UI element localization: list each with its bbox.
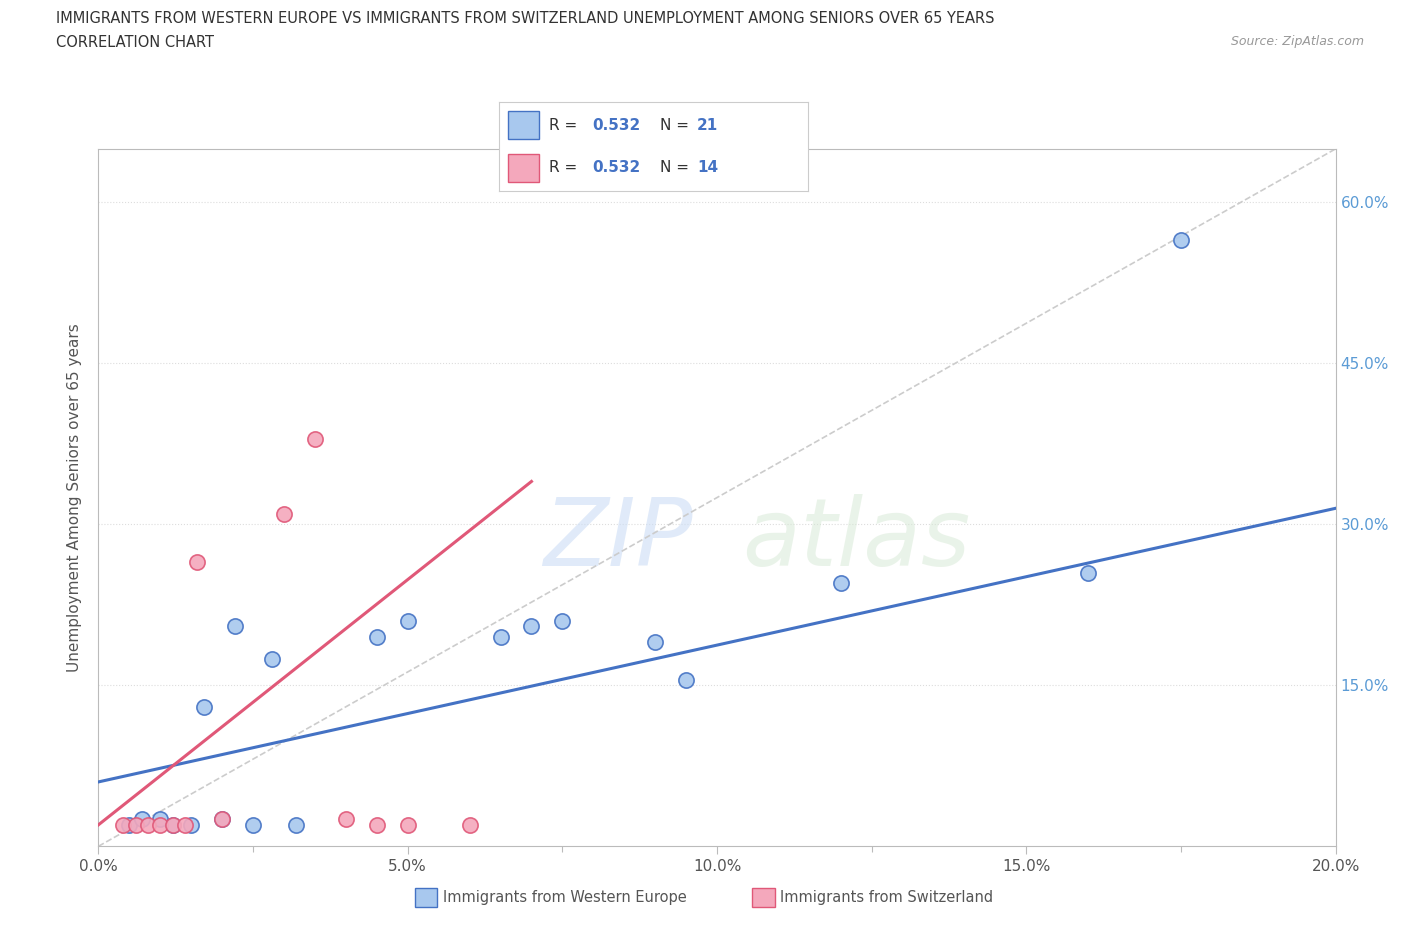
FancyBboxPatch shape [509,153,540,182]
Point [180,817,202,832]
Y-axis label: Unemployment Among Seniors over 65 years: Unemployment Among Seniors over 65 years [67,324,83,672]
Text: 0.532: 0.532 [592,160,640,175]
Point [186,554,208,569]
Point [675,672,697,687]
Point [366,630,388,644]
Text: Immigrants from Western Europe: Immigrants from Western Europe [443,890,686,905]
Point [830,576,852,591]
Point [149,812,172,827]
Point [273,506,295,521]
Point [458,817,481,832]
Text: IMMIGRANTS FROM WESTERN EUROPE VS IMMIGRANTS FROM SWITZERLAND UNEMPLOYMENT AMONG: IMMIGRANTS FROM WESTERN EUROPE VS IMMIGR… [56,11,994,26]
Point [304,432,326,446]
Text: R =: R = [548,118,582,133]
Text: R =: R = [548,160,582,175]
Point [149,817,172,832]
Point [335,812,357,827]
Text: CORRELATION CHART: CORRELATION CHART [56,35,214,50]
Point [112,817,135,832]
Point [211,812,233,827]
Point [211,812,233,827]
Point [118,817,141,832]
Text: 21: 21 [697,118,718,133]
Point [1170,232,1192,247]
Point [124,817,146,832]
Text: 0.532: 0.532 [592,118,640,133]
Point [551,614,574,629]
FancyBboxPatch shape [509,112,540,140]
Point [366,817,388,832]
Point [644,635,666,650]
Text: N =: N = [659,118,693,133]
Point [520,618,543,633]
Text: atlas: atlas [742,494,970,585]
Point [136,817,159,832]
Point [285,817,308,832]
Point [162,817,184,832]
Text: Source: ZipAtlas.com: Source: ZipAtlas.com [1230,35,1364,48]
Text: N =: N = [659,160,693,175]
Point [224,618,246,633]
Point [242,817,264,832]
Point [396,817,419,832]
Point [260,651,283,666]
Text: Immigrants from Switzerland: Immigrants from Switzerland [780,890,994,905]
Point [162,817,184,832]
Point [396,614,419,629]
Point [131,812,153,827]
Point [174,817,197,832]
Text: 14: 14 [697,160,718,175]
Point [193,699,215,714]
Text: ZIP: ZIP [543,494,692,585]
Point [1077,565,1099,580]
Point [489,630,512,644]
